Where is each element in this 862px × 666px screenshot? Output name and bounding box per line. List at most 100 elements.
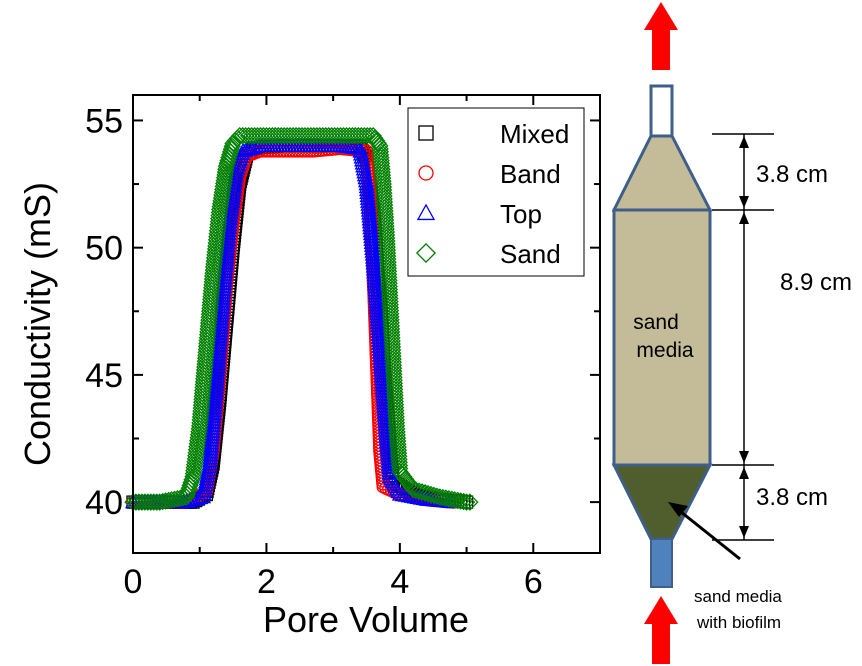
diamond-marker	[168, 489, 187, 508]
diamond-marker	[352, 126, 371, 145]
x-tick-label: 0	[124, 563, 143, 601]
y-tick-label: 50	[85, 230, 123, 268]
triangle-marker	[357, 172, 374, 188]
x-tick-label: 2	[257, 563, 276, 601]
bottom-cone-height: 3.8 cm	[756, 484, 828, 511]
legend-label-top: Top	[500, 199, 542, 229]
diamond-marker	[269, 126, 288, 145]
dimension-lines	[712, 133, 774, 541]
diamond-marker	[248, 126, 267, 145]
diamond-marker	[251, 126, 270, 145]
biofilm-label-line2: with biofilm	[696, 613, 781, 632]
diamond-marker	[223, 137, 241, 155]
diamond-marker	[346, 126, 365, 145]
triangle-marker	[416, 203, 436, 221]
diamond-marker	[422, 485, 440, 504]
diamond-marker	[287, 126, 305, 145]
diamond-marker	[245, 126, 264, 145]
diamond-marker	[305, 126, 323, 145]
conductivity-chart: 0 2 4 6 40 45 50 55 Pore Volume Conductivity (m…	[17, 94, 601, 640]
inlet-tube	[650, 538, 673, 588]
dimension-arrowheads	[739, 136, 749, 538]
diamond-marker	[182, 473, 200, 492]
diamond-marker	[355, 126, 373, 145]
diamond-marker	[410, 482, 428, 500]
diamond-marker	[266, 126, 285, 145]
y-tick-label: 45	[85, 357, 123, 395]
sand-media-label-line1: sand	[633, 311, 679, 334]
diamond-marker	[415, 242, 437, 264]
diamond-marker	[325, 126, 344, 145]
diamond-marker	[133, 493, 151, 511]
biofilm-pointer-arrow	[668, 502, 741, 561]
diamond-marker	[457, 493, 476, 511]
diamond-marker	[311, 126, 329, 145]
diamond-marker	[461, 493, 479, 511]
diamond-marker	[308, 126, 326, 145]
top-cone-height: 3.8 cm	[756, 161, 828, 188]
outlet-flow-arrow	[644, 2, 678, 70]
diamond-marker	[317, 126, 335, 145]
sand-media-label-line2: media	[636, 339, 694, 362]
diamond-marker	[139, 493, 157, 511]
diamond-marker	[390, 450, 408, 469]
sand-media-section	[612, 208, 712, 467]
diamond-marker	[275, 126, 293, 145]
data-markers	[124, 126, 479, 511]
diamond-marker	[413, 483, 431, 501]
legend-label-band: Band	[500, 159, 561, 189]
triangle-marker	[248, 138, 265, 153]
diamond-marker	[314, 126, 332, 145]
diamond-marker	[349, 126, 368, 145]
upper-cone	[611, 134, 713, 212]
diamond-marker	[302, 126, 320, 145]
diamond-marker	[254, 126, 273, 145]
diamond-marker	[257, 126, 276, 145]
y-axis-title: Conductivity (mS)	[17, 182, 58, 466]
diamond-marker	[328, 126, 347, 145]
media-section-height: 8.9 cm	[780, 269, 852, 296]
diamond-marker	[337, 126, 356, 145]
axis-tick-labels: 0 2 4 6 40 45 50 55	[85, 102, 543, 601]
diamond-marker	[331, 126, 350, 145]
inlet-flow-arrow	[644, 596, 678, 664]
diamond-marker	[299, 126, 317, 145]
diamond-marker	[390, 459, 409, 478]
legend-box	[407, 107, 585, 277]
circle-marker	[418, 165, 434, 181]
legend: Mixed Band Top Sand	[407, 107, 585, 277]
diamond-marker	[416, 484, 434, 502]
diamond-marker	[454, 492, 473, 511]
legend-label-mixed: Mixed	[500, 119, 569, 149]
legend-label-sand: Sand	[500, 239, 561, 269]
diamond-marker	[233, 126, 252, 145]
diamond-marker	[284, 126, 302, 145]
diamond-marker	[390, 453, 408, 472]
diamond-marker	[281, 126, 299, 145]
diamond-marker	[319, 126, 338, 145]
diamond-marker	[340, 126, 359, 145]
series-sand	[124, 126, 479, 511]
y-tick-label: 55	[85, 102, 123, 140]
diamond-marker	[293, 126, 311, 145]
diamond-marker	[296, 126, 314, 145]
diamond-marker	[290, 126, 308, 145]
diamond-marker	[278, 126, 296, 145]
x-axis-title: Pore Volume	[263, 599, 469, 640]
diamond-marker	[231, 126, 249, 145]
legend-items: Mixed Band Top Sand	[415, 119, 569, 269]
plot-frame	[132, 94, 601, 554]
outlet-tube	[649, 84, 674, 138]
diamond-marker	[272, 126, 290, 145]
biofilm-label-line1: sand media	[694, 587, 782, 606]
diamond-marker	[404, 480, 422, 499]
diamond-marker	[419, 484, 437, 503]
diamond-marker	[343, 126, 362, 145]
diamond-marker	[242, 126, 261, 145]
square-marker	[418, 125, 434, 141]
x-tick-label: 4	[390, 563, 409, 601]
diamond-marker	[260, 126, 279, 145]
column-diagram: 3.8 cm 8.9 cm 3.8 cm sand media sand med…	[611, 2, 852, 664]
x-tick-label: 6	[524, 563, 543, 601]
